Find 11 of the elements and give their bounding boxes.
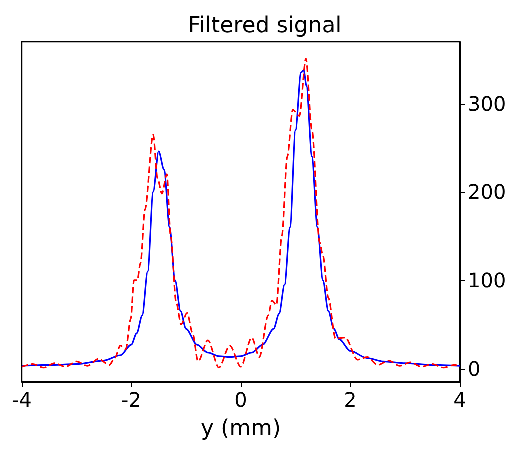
x-tick-label: 0 xyxy=(234,388,248,412)
y-tick-label: 100 xyxy=(468,268,506,292)
x-tick-label: 2 xyxy=(344,388,357,412)
x-tick-label: -2 xyxy=(122,388,142,412)
x-tick-label: 4 xyxy=(454,388,466,412)
y-tick-label: 200 xyxy=(468,180,506,204)
x-axis-title: y (mm) xyxy=(200,416,282,442)
x-tick-label: -4 xyxy=(12,388,32,412)
y-tick-label: 0 xyxy=(468,356,481,381)
chart-title: Filtered signal xyxy=(188,14,342,38)
y-tick-label: 300 xyxy=(468,92,506,116)
